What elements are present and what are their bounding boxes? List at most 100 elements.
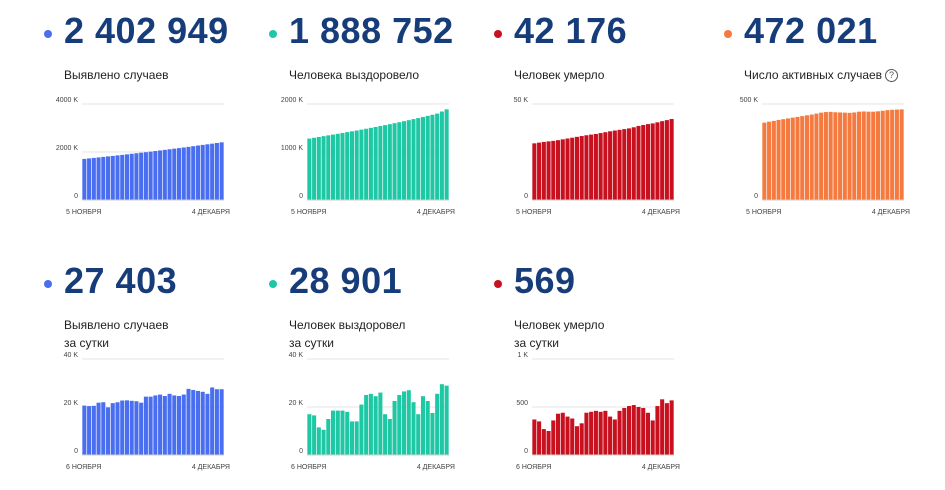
bar bbox=[397, 122, 402, 200]
y-tick-label: 20 K bbox=[64, 400, 79, 407]
bar bbox=[87, 406, 92, 455]
bar bbox=[167, 393, 172, 455]
bar bbox=[383, 125, 388, 200]
bar bbox=[143, 152, 148, 200]
bar bbox=[790, 117, 795, 200]
stat-value: 28 901 bbox=[289, 260, 403, 301]
bar bbox=[406, 390, 411, 455]
bar bbox=[316, 136, 321, 200]
bar bbox=[598, 133, 603, 200]
bar bbox=[664, 120, 669, 200]
stat-label: Человек умерло за сутки bbox=[514, 318, 605, 350]
stat-value: 42 176 bbox=[514, 10, 628, 51]
bar bbox=[312, 415, 317, 455]
y-tick-label: 2000 K bbox=[281, 97, 304, 104]
bar bbox=[181, 394, 186, 455]
y-tick-label: 0 bbox=[299, 193, 303, 200]
bar bbox=[584, 412, 589, 455]
bar bbox=[631, 405, 636, 455]
bar bbox=[612, 130, 617, 200]
bar bbox=[570, 418, 575, 455]
stat-card-active-cases: 472 021 Число активных случаев? 0 500 K 5 … bbox=[700, 0, 915, 235]
bar bbox=[96, 157, 101, 200]
y-tick-label: 500 K bbox=[740, 97, 759, 104]
stat-card-total-recovered: 1 888 752 Человека выздоровело 0 1000 K 20… bbox=[245, 0, 460, 235]
x-end-label: 4 ДЕКАБРЯ bbox=[642, 209, 680, 216]
bar bbox=[771, 120, 776, 200]
bar bbox=[617, 129, 622, 200]
bar-chart: 0 500 1 K 6 НОЯБРЯ 4 ДЕКАБРЯ bbox=[516, 352, 680, 471]
bar bbox=[589, 134, 594, 200]
x-end-label: 4 ДЕКАБРЯ bbox=[417, 464, 455, 471]
bar bbox=[762, 122, 767, 200]
bar bbox=[148, 396, 153, 455]
bar bbox=[312, 137, 317, 200]
bar bbox=[335, 133, 340, 200]
bar bbox=[364, 395, 369, 455]
y-tick-label: 0 bbox=[524, 448, 528, 455]
bar bbox=[115, 402, 120, 455]
bar bbox=[664, 403, 669, 455]
bar bbox=[603, 132, 608, 200]
bar bbox=[158, 394, 163, 455]
bar bbox=[134, 153, 139, 200]
bar bbox=[532, 419, 537, 455]
bar bbox=[373, 126, 378, 200]
bar bbox=[368, 127, 373, 200]
series-dot bbox=[494, 280, 502, 288]
bar bbox=[589, 411, 594, 455]
bar bbox=[899, 109, 904, 200]
bar bbox=[430, 413, 435, 455]
bar bbox=[307, 138, 312, 200]
bar bbox=[210, 143, 215, 200]
bar bbox=[110, 155, 115, 200]
series-dot bbox=[269, 30, 277, 38]
help-icon[interactable]: ? bbox=[885, 69, 899, 82]
bar bbox=[555, 413, 561, 455]
bar bbox=[852, 112, 857, 200]
bar bbox=[555, 140, 561, 200]
bar bbox=[435, 113, 440, 200]
bar bbox=[120, 400, 125, 455]
bar bbox=[195, 390, 201, 455]
bar bbox=[809, 114, 814, 200]
bar bbox=[181, 147, 186, 200]
bar bbox=[191, 389, 196, 455]
bar bbox=[856, 111, 862, 200]
bar bbox=[172, 148, 177, 200]
bar bbox=[565, 416, 570, 455]
y-tick-label: 20 K bbox=[289, 400, 304, 407]
bar bbox=[626, 128, 632, 200]
bar bbox=[541, 141, 546, 200]
bar bbox=[139, 402, 144, 455]
bar bbox=[669, 400, 674, 455]
bar-chart: 0 1000 K 2000 K 5 НОЯБРЯ 4 ДЕКАБРЯ bbox=[281, 97, 455, 216]
bar bbox=[110, 403, 115, 455]
bar bbox=[828, 111, 833, 200]
bar bbox=[105, 407, 111, 455]
bar bbox=[636, 407, 641, 455]
bar bbox=[420, 116, 426, 200]
bar bbox=[101, 156, 106, 200]
bar bbox=[368, 393, 373, 455]
bar bbox=[781, 119, 786, 200]
bar bbox=[890, 109, 895, 200]
x-end-label: 4 ДЕКАБРЯ bbox=[417, 209, 455, 216]
stat-label: Выявлено случаев bbox=[64, 68, 169, 82]
x-start-label: 5 НОЯБРЯ bbox=[516, 209, 551, 216]
bar bbox=[866, 111, 871, 200]
bar bbox=[378, 392, 383, 455]
bar bbox=[167, 149, 172, 200]
bar bbox=[655, 122, 660, 200]
bar bbox=[645, 124, 651, 200]
series-dot bbox=[44, 30, 52, 38]
bar bbox=[162, 149, 167, 200]
bar bbox=[191, 146, 196, 200]
y-tick-label: 0 bbox=[524, 193, 528, 200]
bar bbox=[894, 109, 899, 200]
bar bbox=[87, 158, 92, 200]
bar bbox=[411, 402, 416, 455]
bar bbox=[551, 420, 556, 455]
bar bbox=[833, 112, 838, 200]
y-tick-label: 0 bbox=[299, 448, 303, 455]
